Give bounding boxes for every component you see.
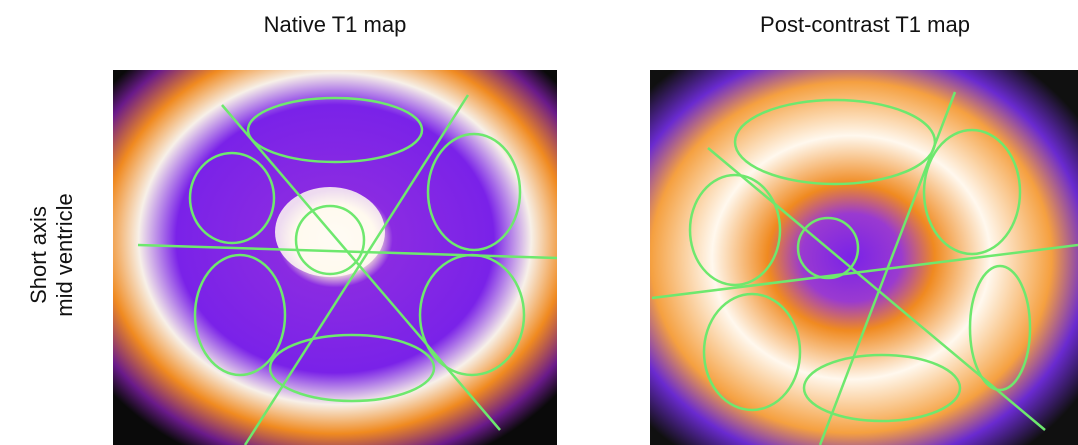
figure: Native T1 map Post-contrast T1 map Short… (0, 0, 1078, 445)
post-contrast-t1-image (650, 70, 1078, 445)
panel-title: Post-contrast T1 map (760, 12, 970, 37)
row-label: Short axis (26, 206, 51, 304)
panel-title: Native T1 map (264, 12, 407, 37)
row-label: mid ventricle (52, 193, 77, 316)
native-t1-image (113, 70, 557, 445)
